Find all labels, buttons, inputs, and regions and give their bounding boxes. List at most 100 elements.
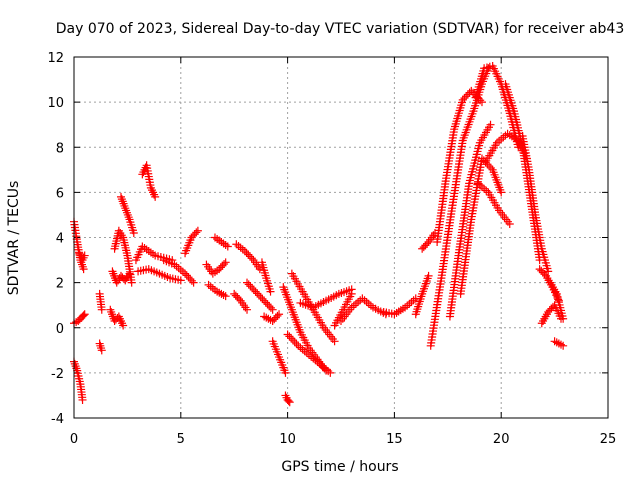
data-point-interp	[296, 343, 305, 352]
data-point-interp	[261, 298, 270, 307]
y-tick-label: 0	[56, 322, 64, 337]
data-point	[119, 321, 128, 330]
data-point	[285, 398, 294, 407]
data-point-interp	[364, 299, 373, 308]
data-point-interp	[409, 296, 418, 305]
x-axis-label: GPS time / hours	[281, 459, 398, 475]
data-point	[559, 341, 568, 350]
data-point-interp	[463, 90, 472, 99]
data-point	[80, 310, 89, 319]
grid-lines	[74, 57, 608, 418]
data-point	[330, 337, 339, 346]
data-point-interp	[407, 298, 416, 307]
data-point	[127, 278, 136, 287]
y-tick-label: 4	[56, 232, 64, 247]
data-point-interp	[351, 299, 360, 308]
data-point-interp	[266, 303, 275, 312]
data-point	[497, 188, 506, 197]
data-point	[193, 226, 202, 235]
y-axis-label: SDTVAR / TECUs	[6, 181, 22, 296]
data-point-interp	[182, 271, 191, 280]
data-point	[221, 292, 230, 301]
data-point	[473, 179, 482, 188]
data-point	[467, 86, 476, 95]
data-point-interp	[256, 293, 265, 302]
data-point-interp	[462, 92, 471, 101]
data-point	[294, 341, 303, 350]
data-point	[223, 242, 232, 251]
data-point	[151, 192, 160, 201]
data-point-interp	[253, 289, 262, 298]
data-point-interp	[249, 285, 258, 294]
data-point-interp	[184, 273, 193, 282]
data-point	[243, 278, 252, 287]
y-tick-label: 12	[47, 51, 64, 66]
data-point	[268, 305, 277, 314]
data-point	[347, 289, 356, 298]
data-point-interp	[244, 250, 253, 259]
data-point-interp	[174, 264, 183, 273]
data-point-interp	[220, 260, 229, 269]
data-point	[129, 228, 138, 237]
data-point-interp	[485, 162, 494, 171]
data-point-interp	[178, 267, 187, 276]
data-point	[477, 98, 486, 107]
data-point-interp	[287, 334, 296, 343]
x-tick-label: 10	[279, 432, 296, 447]
data-point-interp	[263, 300, 272, 309]
data-point-interp	[187, 276, 196, 285]
chart-title: Day 070 of 2023, Sidereal Day-to-day VTE…	[56, 21, 625, 37]
data-point	[358, 294, 367, 303]
data-point-interp	[192, 228, 201, 237]
data-point	[281, 368, 290, 377]
data-point	[266, 287, 275, 296]
data-point	[559, 314, 568, 323]
data-point-interp	[481, 158, 490, 167]
data-point	[176, 276, 185, 285]
data-point	[240, 247, 249, 256]
data-point-interp	[79, 311, 88, 320]
data-point	[251, 287, 260, 296]
data-point-interp	[405, 299, 414, 308]
data-point-interp	[254, 291, 263, 300]
data-point-interp	[265, 302, 274, 311]
data-point-interp	[476, 96, 485, 105]
data-point-interp	[354, 298, 363, 307]
data-point	[283, 330, 292, 339]
data-point-interp	[480, 184, 489, 193]
data-point-interp	[298, 345, 307, 354]
data-point-interp	[349, 301, 358, 310]
x-tick-label: 25	[600, 432, 617, 447]
x-tick-label: 0	[70, 432, 78, 447]
data-point-interp	[292, 339, 301, 348]
y-tick-label: 10	[47, 96, 64, 111]
data-point-interp	[486, 163, 495, 172]
data-point	[78, 395, 87, 404]
data-point	[181, 269, 190, 278]
data-point	[505, 219, 514, 228]
data-point-interp	[285, 332, 294, 341]
x-tick-label: 15	[386, 432, 403, 447]
data-point-interp	[284, 397, 293, 406]
data-point	[243, 305, 252, 314]
data-point	[255, 265, 264, 274]
data-point-interp	[495, 136, 504, 145]
axis-ticks: 0 5 10 15 20 25 -4 -2 0 2 4 6 8 10 12	[47, 51, 616, 447]
data-point-interp	[497, 135, 506, 144]
data-point	[79, 265, 88, 274]
data-point-interp	[288, 336, 297, 345]
y-tick-label: 2	[56, 277, 64, 292]
data-point-interp	[244, 280, 253, 289]
data-point-interp	[248, 284, 257, 293]
data-point-interp	[482, 186, 491, 195]
y-tick-label: 6	[56, 186, 64, 201]
data-point-interp	[246, 252, 255, 261]
data-point-interp	[273, 311, 282, 320]
data-point-interp	[242, 248, 251, 257]
data-points	[70, 62, 568, 407]
data-point-interp	[258, 294, 267, 303]
data-point-interp	[290, 338, 299, 347]
data-point-interp	[360, 296, 369, 305]
data-point-interp	[246, 282, 255, 291]
